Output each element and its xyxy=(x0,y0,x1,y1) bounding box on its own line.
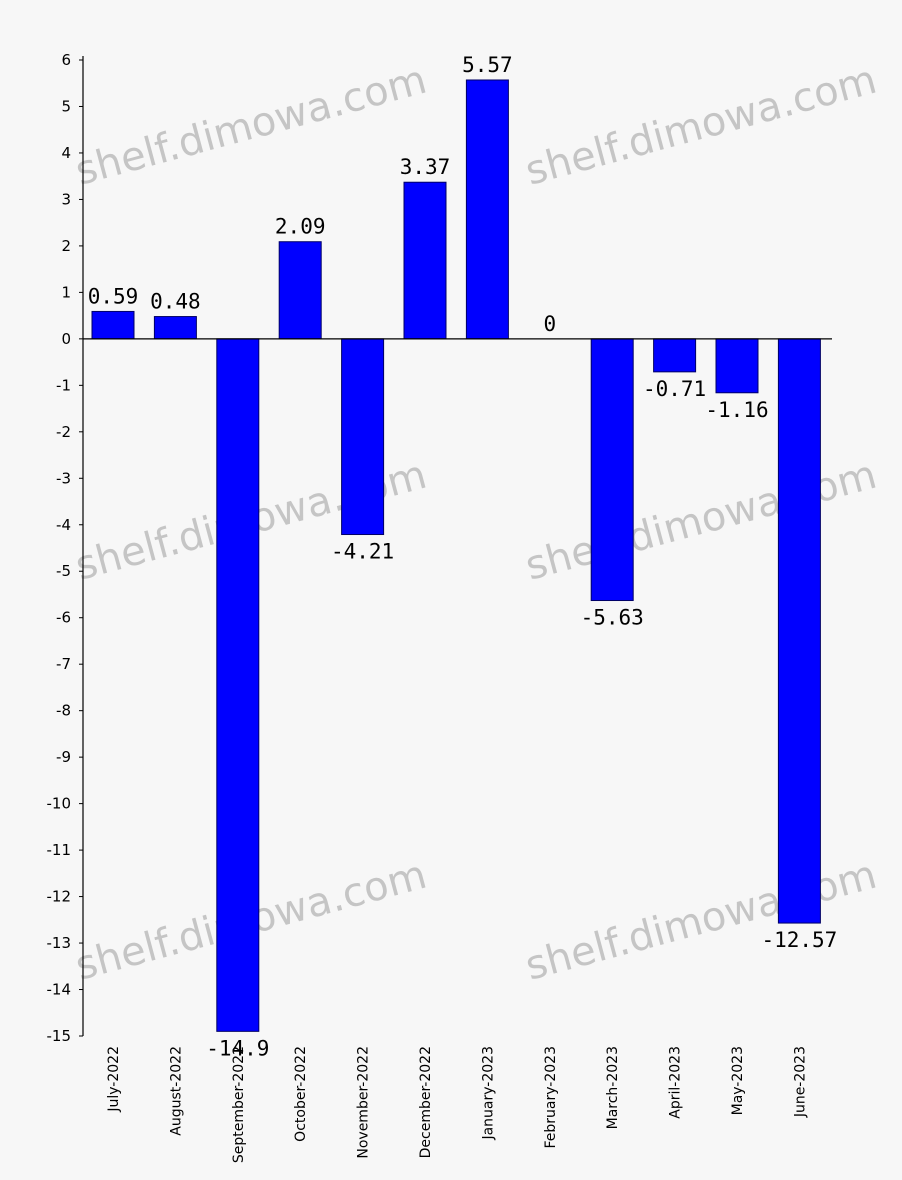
data-label: 0.48 xyxy=(150,290,201,314)
data-label: 3.37 xyxy=(400,155,451,179)
y-tick-label: -14 xyxy=(47,981,72,999)
x-tick-label: April-2023 xyxy=(668,1046,684,1119)
bar xyxy=(403,181,447,340)
watermark-text: shelf.dimowa.com xyxy=(521,57,882,195)
watermark-text: shelf.dimowa.com xyxy=(71,57,432,195)
y-tick-label: 5 xyxy=(61,97,71,115)
data-label: -1.16 xyxy=(705,398,768,422)
axes-group xyxy=(82,56,832,1036)
data-label: -12.57 xyxy=(761,928,837,952)
bar xyxy=(278,241,322,340)
y-tick-label: -3 xyxy=(56,469,71,487)
data-label: -5.63 xyxy=(581,606,644,630)
y-tick-label: -8 xyxy=(56,702,71,720)
bar xyxy=(777,338,821,924)
bar xyxy=(653,338,697,373)
bar xyxy=(590,338,634,602)
y-tick-label: 3 xyxy=(61,190,71,208)
watermark-text: shelf.dimowa.com xyxy=(521,852,882,990)
x-tick-label: January-2023 xyxy=(480,1046,496,1141)
x-tick-label: June-2023 xyxy=(792,1046,808,1118)
data-label: -4.21 xyxy=(331,540,394,564)
y-tick-label: -13 xyxy=(47,934,72,952)
x-tick-label: November-2022 xyxy=(356,1046,372,1159)
y-tick-label: -12 xyxy=(47,888,72,906)
bar xyxy=(465,79,509,340)
data-label: 2.09 xyxy=(275,215,326,239)
y-tick-label: 1 xyxy=(61,283,71,301)
data-label: 0 xyxy=(543,312,556,336)
bar xyxy=(341,338,385,536)
y-tick-label: -4 xyxy=(56,516,71,534)
data-label: 0.59 xyxy=(88,284,139,308)
bars-group xyxy=(91,79,821,1032)
y-tick-label: 0 xyxy=(61,330,71,348)
x-tick-label: July-2022 xyxy=(106,1046,122,1113)
x-tick-label: May-2023 xyxy=(730,1046,746,1115)
x-tick-label: December-2022 xyxy=(418,1046,434,1158)
watermark-text: shelf.dimowa.com xyxy=(521,452,882,590)
y-tick-label: -9 xyxy=(56,748,71,766)
y-tick-label: -2 xyxy=(56,423,71,441)
x-tick-label: September-2022 xyxy=(231,1046,247,1163)
y-tick-label: 6 xyxy=(61,51,71,69)
y-tick-label: -11 xyxy=(47,841,72,859)
y-tick-label: -5 xyxy=(56,562,71,580)
x-tick-label: October-2022 xyxy=(293,1046,309,1142)
data-label: 5.57 xyxy=(462,53,513,77)
x-tick-label: August-2022 xyxy=(168,1046,184,1136)
bar xyxy=(91,310,135,340)
y-tick-label: -7 xyxy=(56,655,71,673)
y-tick-label: 4 xyxy=(61,144,71,162)
data-label: -14.9 xyxy=(206,1036,269,1060)
x-tick-label: February-2023 xyxy=(543,1046,559,1148)
y-tick-label: -6 xyxy=(56,609,71,627)
x-tick-label: March-2023 xyxy=(605,1046,621,1129)
y-axis-ticks: 6 5 4 3 2 1 0 -1 -2 -3 -4 -5 -6 -7 -8 -9 -10 -11 -12 -13 -14… xyxy=(47,51,83,1045)
y-tick-label: -15 xyxy=(47,1027,72,1045)
y-tick-label: -10 xyxy=(47,795,72,813)
x-axis-ticks: July-2022 August-2022 September-2022 Octobe… xyxy=(106,1046,808,1163)
bar xyxy=(216,338,260,1032)
y-tick-label: 2 xyxy=(61,237,71,255)
bar xyxy=(153,316,197,340)
data-label: -0.71 xyxy=(643,377,706,401)
data-labels: 0.59 0.48 -14.9 2.09 -4.21 3.37 5.57 0 -5.63 -0.7… xyxy=(88,53,838,1060)
bar xyxy=(715,338,759,394)
y-tick-label: -1 xyxy=(56,376,71,394)
